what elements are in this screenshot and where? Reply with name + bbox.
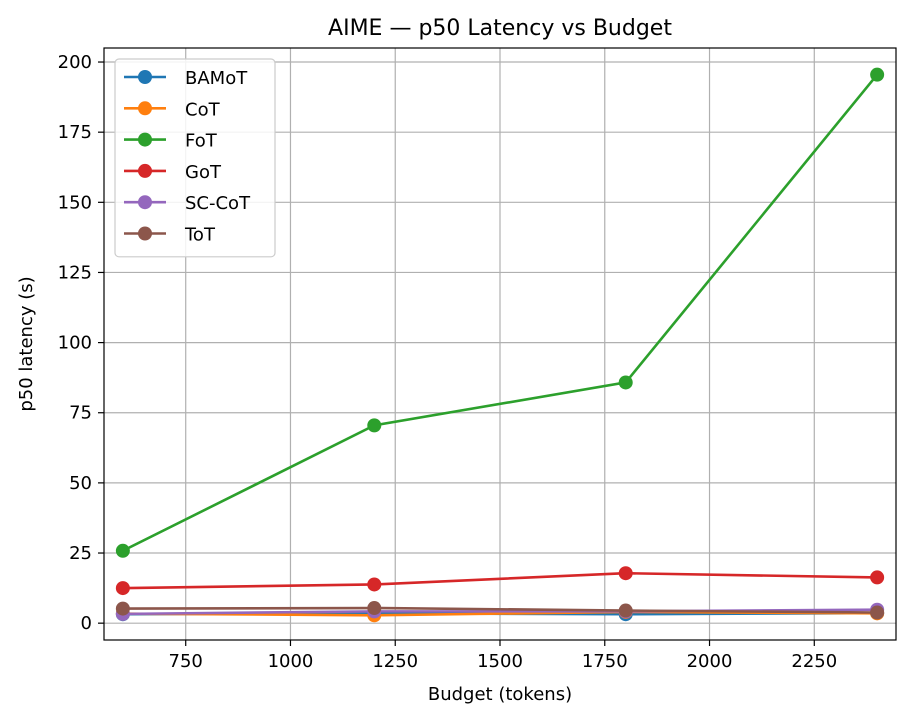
y-tick-label: 125 [58, 262, 92, 283]
legend-item: ToT [124, 225, 216, 246]
x-tick-label: 1750 [582, 651, 628, 672]
data-point [870, 570, 885, 585]
legend: BAMoT CoT FoT GoT SC-CoT ToT [114, 58, 276, 258]
legend-label: ToT [184, 225, 216, 246]
series-tot [115, 601, 885, 620]
legend-item: SC-CoT [124, 193, 251, 214]
legend-marker [138, 195, 152, 210]
y-tick-label: 75 [69, 403, 92, 424]
legend-item: FoT [124, 131, 218, 152]
series-group [115, 67, 885, 623]
legend-label: SC-CoT [185, 193, 251, 214]
series-fot [115, 67, 885, 558]
legend-item: GoT [124, 162, 222, 183]
y-tick-label: 200 [58, 52, 92, 73]
x-tick-label: 2000 [687, 651, 733, 672]
legend-label: FoT [185, 131, 218, 152]
data-point [115, 581, 130, 596]
legend-marker [138, 132, 152, 147]
x-axis-label: Budget (tokens) [428, 684, 572, 705]
series-got [115, 566, 885, 596]
legend-label: CoT [185, 99, 221, 120]
series-line [122, 606, 878, 614]
x-tick-label: 1000 [268, 651, 314, 672]
legend-item: BAMoT [124, 68, 248, 89]
y-tick-label: 175 [58, 122, 92, 143]
y-axis-label: p50 latency (s) [16, 276, 37, 411]
x-tick-label: 2250 [791, 651, 837, 672]
x-tick-label: 1500 [477, 651, 523, 672]
legend-marker [138, 163, 152, 178]
data-point [618, 566, 633, 581]
data-point [870, 67, 885, 82]
chart-title: AIME — p50 Latency vs Budget [328, 16, 672, 41]
x-tick-label: 1250 [372, 651, 418, 672]
data-point [115, 543, 130, 558]
legend-marker [138, 226, 152, 241]
data-point [618, 603, 633, 618]
legend-item: CoT [124, 99, 221, 120]
y-tick-label: 150 [58, 192, 92, 213]
x-tick-label: 750 [169, 651, 203, 672]
y-tick-label: 100 [58, 333, 92, 354]
data-point [367, 418, 382, 433]
grid [104, 48, 896, 640]
series-line [122, 571, 878, 590]
y-tick-label: 25 [69, 543, 92, 564]
legend-label: BAMoT [185, 68, 248, 89]
data-point [870, 605, 885, 620]
y-tick-label: 50 [69, 473, 92, 494]
data-point [367, 577, 382, 592]
y-ticks: 0 25 50 75 100 125 150 175 200 [58, 52, 104, 634]
x-ticks: 750 1000 1250 1500 1750 2000 2250 [169, 640, 837, 672]
data-point [115, 601, 130, 616]
legend-label: GoT [185, 162, 222, 183]
data-point [367, 601, 382, 616]
data-point [618, 375, 633, 390]
series-line [122, 73, 879, 552]
legend-marker [138, 101, 152, 116]
legend-marker [138, 70, 152, 84]
y-tick-label: 0 [81, 613, 92, 634]
